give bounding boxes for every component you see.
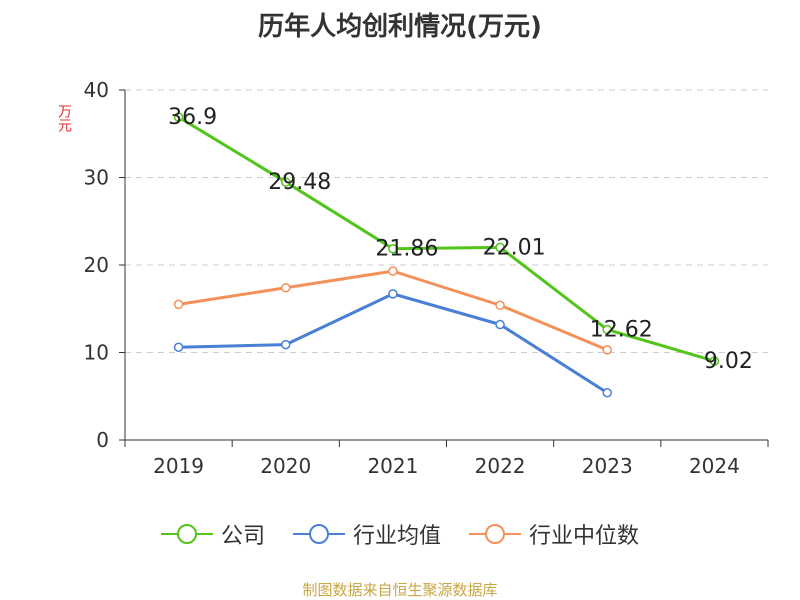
x-tick-label-2021: 2021 bbox=[367, 454, 418, 478]
series-line-1 bbox=[178, 292, 609, 395]
point-series-0-2024 bbox=[709, 356, 720, 366]
legend-item-company[interactable]: 公司 bbox=[160, 518, 265, 550]
data-label-company-2019: 36.9 bbox=[168, 105, 217, 130]
y-tick-label-20: 20 bbox=[84, 253, 109, 277]
series-line-0 bbox=[177, 115, 715, 363]
point-series-2-2022 bbox=[495, 300, 505, 310]
legend-swatch-industry-median bbox=[469, 524, 521, 544]
point-series-0-2022 bbox=[495, 242, 505, 253]
x-tick-label-2020: 2020 bbox=[260, 454, 311, 478]
point-series-2-2019 bbox=[173, 299, 184, 310]
point-series-2-2023 bbox=[602, 345, 612, 355]
point-series-1-2023 bbox=[602, 388, 612, 398]
point-series-0-2020 bbox=[281, 177, 291, 187]
y-tick-label-0: 0 bbox=[96, 428, 109, 452]
legend-item-industry-average[interactable]: 行业均值 bbox=[292, 518, 441, 550]
point-series-2-2020 bbox=[281, 283, 291, 293]
point-series-1-2021 bbox=[388, 289, 398, 299]
legend-swatch-industry-average bbox=[292, 524, 345, 544]
data-label-company-2020: 29.48 bbox=[268, 170, 331, 195]
point-series-0-2021 bbox=[388, 243, 398, 254]
chart-title: 历年人均创利情况(万元) bbox=[258, 12, 542, 42]
data-label-company-2022: 22.01 bbox=[483, 235, 546, 260]
x-tick-label-2023: 2023 bbox=[582, 454, 633, 478]
legend-label-industry-median: 行业中位数 bbox=[529, 524, 640, 549]
y-axis-label: 万元 bbox=[56, 104, 72, 132]
point-series-2-2021 bbox=[388, 266, 398, 276]
x-tick-label-2019: 2019 bbox=[153, 454, 204, 478]
data-label-company-2023: 12.62 bbox=[590, 318, 653, 343]
y-tick-label-10: 10 bbox=[84, 341, 109, 365]
point-series-1-2019 bbox=[173, 342, 184, 352]
data-source-footer: 制图数据来自恒生聚源数据库 bbox=[302, 581, 498, 599]
x-tick-label-2024: 2024 bbox=[689, 454, 740, 478]
data-label-company-2024: 9.02 bbox=[704, 349, 753, 374]
series-line-2 bbox=[178, 269, 608, 352]
legend-label-company: 公司 bbox=[220, 524, 265, 549]
x-tick-label-2022: 2022 bbox=[475, 454, 526, 478]
point-series-1-2020 bbox=[281, 339, 291, 350]
y-tick-label-40: 40 bbox=[84, 78, 109, 102]
legend: 公司 行业均值 行业中位数 bbox=[0, 518, 800, 550]
legend-swatch-company bbox=[160, 524, 213, 544]
y-tick-label-30: 30 bbox=[84, 166, 109, 190]
point-series-0-2023 bbox=[602, 324, 612, 335]
legend-item-industry-median[interactable]: 行业中位数 bbox=[469, 518, 639, 550]
point-series-1-2022 bbox=[495, 319, 505, 330]
point-series-0-2019 bbox=[173, 112, 184, 122]
data-label-company-2021: 21.86 bbox=[375, 237, 438, 262]
legend-label-industry-average: 行业均值 bbox=[352, 524, 441, 549]
